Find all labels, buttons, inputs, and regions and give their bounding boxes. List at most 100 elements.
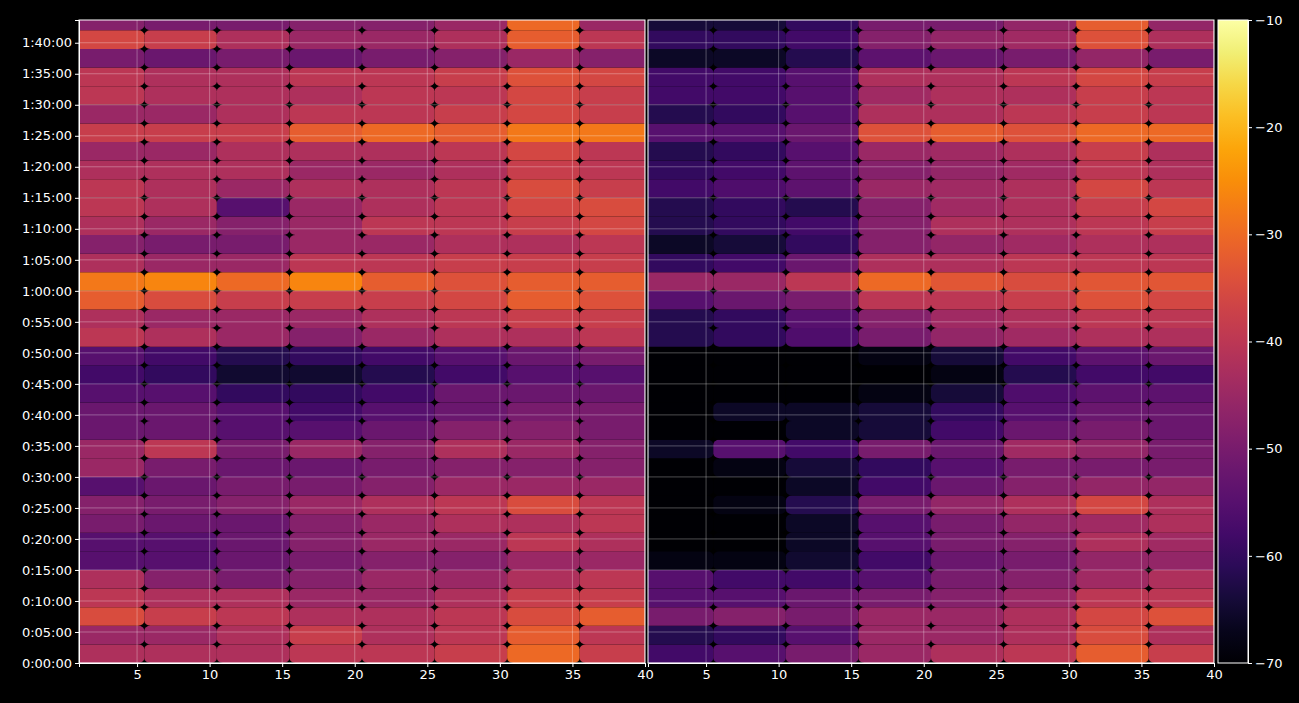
heat-cell <box>786 421 859 440</box>
heat-cell <box>858 105 931 124</box>
tick: −70 <box>1248 656 1282 671</box>
heat-cell <box>217 458 290 477</box>
heat-cell <box>580 644 645 663</box>
tick-label: 40 <box>1206 667 1223 682</box>
heat-cell <box>1076 105 1149 124</box>
tick-mark <box>75 322 79 323</box>
heat-cell <box>713 421 786 440</box>
heat-cell <box>713 496 786 515</box>
heat-cell <box>858 365 931 384</box>
heat-cell <box>648 161 713 180</box>
tick-label: 0:45:00 <box>22 377 72 392</box>
tick: −60 <box>1248 548 1282 563</box>
tick: 25 <box>989 663 1006 682</box>
grid-line <box>1141 20 1142 663</box>
heat-cell <box>713 514 786 533</box>
heat-cell <box>79 365 144 384</box>
heat-cell <box>713 198 786 217</box>
heat-cell <box>507 161 580 180</box>
heat-cell <box>1149 477 1214 496</box>
tick-label: 1:15:00 <box>22 190 72 205</box>
heat-cell <box>580 254 645 273</box>
axis-line <box>1249 21 1253 664</box>
heat-cell <box>507 589 580 608</box>
heat-cell <box>858 30 931 49</box>
tick-mark <box>75 105 79 106</box>
heat-cell <box>435 421 508 440</box>
heat-cell <box>580 458 645 477</box>
heat-cell <box>362 198 435 217</box>
tick-label: 5 <box>702 667 710 682</box>
heat-cell <box>79 142 144 161</box>
heat-cell <box>79 68 144 87</box>
heat-cell <box>580 477 645 496</box>
heat-cell <box>217 20 290 30</box>
heat-cell <box>79 49 144 68</box>
heat-cell <box>858 402 931 421</box>
heat-cell <box>1149 235 1214 254</box>
tick-label: −70 <box>1255 656 1282 671</box>
heat-cell <box>507 458 580 477</box>
heat-cell <box>79 272 144 291</box>
heat-cell <box>1004 347 1077 366</box>
heat-cell <box>362 644 435 663</box>
heat-cell <box>1004 49 1077 68</box>
heat-cell <box>713 402 786 421</box>
tick-mark <box>1248 556 1252 557</box>
tick-label: 0:05:00 <box>22 625 72 640</box>
heat-cell <box>858 589 931 608</box>
heat-cell <box>1149 20 1214 30</box>
tick-label: 1:10:00 <box>22 221 72 236</box>
heat-cell <box>1076 235 1149 254</box>
tick-label: 0:15:00 <box>22 563 72 578</box>
grid-line <box>79 104 645 105</box>
plot-frame <box>648 20 1214 663</box>
heat-cell <box>713 272 786 291</box>
heat-cell <box>1004 570 1077 589</box>
heat-cell <box>217 179 290 198</box>
heat-cell <box>289 20 362 30</box>
heat-cell <box>362 347 435 366</box>
heat-cell <box>648 402 713 421</box>
tick-mark <box>1248 449 1252 450</box>
tick-mark <box>75 353 79 354</box>
heat-cell <box>648 421 713 440</box>
heat-cell <box>79 421 144 440</box>
grid-line <box>79 476 645 477</box>
heat-cell <box>79 347 144 366</box>
heat-cell <box>648 198 713 217</box>
heat-cell <box>435 179 508 198</box>
heat-cell <box>217 440 290 459</box>
heat-cell <box>144 216 217 235</box>
tick-mark <box>75 663 79 664</box>
heat-cell <box>79 30 144 49</box>
heat-cell <box>1004 607 1077 626</box>
heat-cell <box>713 440 786 459</box>
heat-cell <box>713 551 786 570</box>
heat-cell <box>79 328 144 347</box>
heat-cell <box>786 105 859 124</box>
heat-cell <box>648 514 713 533</box>
heat-cell <box>435 458 508 477</box>
heat-cell <box>217 477 290 496</box>
tick-label: 35 <box>1134 667 1151 682</box>
tick: −40 <box>1248 334 1282 349</box>
heat-cell <box>1149 216 1214 235</box>
plot-area <box>648 20 1214 663</box>
heat-cell <box>217 68 290 87</box>
heat-cell <box>435 123 508 142</box>
heat-cell <box>1004 514 1077 533</box>
heat-cell <box>1004 551 1077 570</box>
heat-cell <box>1149 291 1214 310</box>
heat-cell <box>713 309 786 328</box>
heat-cell <box>931 105 1004 124</box>
heat-cell <box>931 384 1004 403</box>
heat-cell <box>79 254 144 273</box>
grid-line <box>648 197 1214 198</box>
heat-cell <box>144 68 217 87</box>
heat-cell <box>362 570 435 589</box>
heat-cell <box>507 496 580 515</box>
heat-cell <box>289 607 362 626</box>
heat-cell <box>1004 402 1077 421</box>
heat-cell <box>858 198 931 217</box>
